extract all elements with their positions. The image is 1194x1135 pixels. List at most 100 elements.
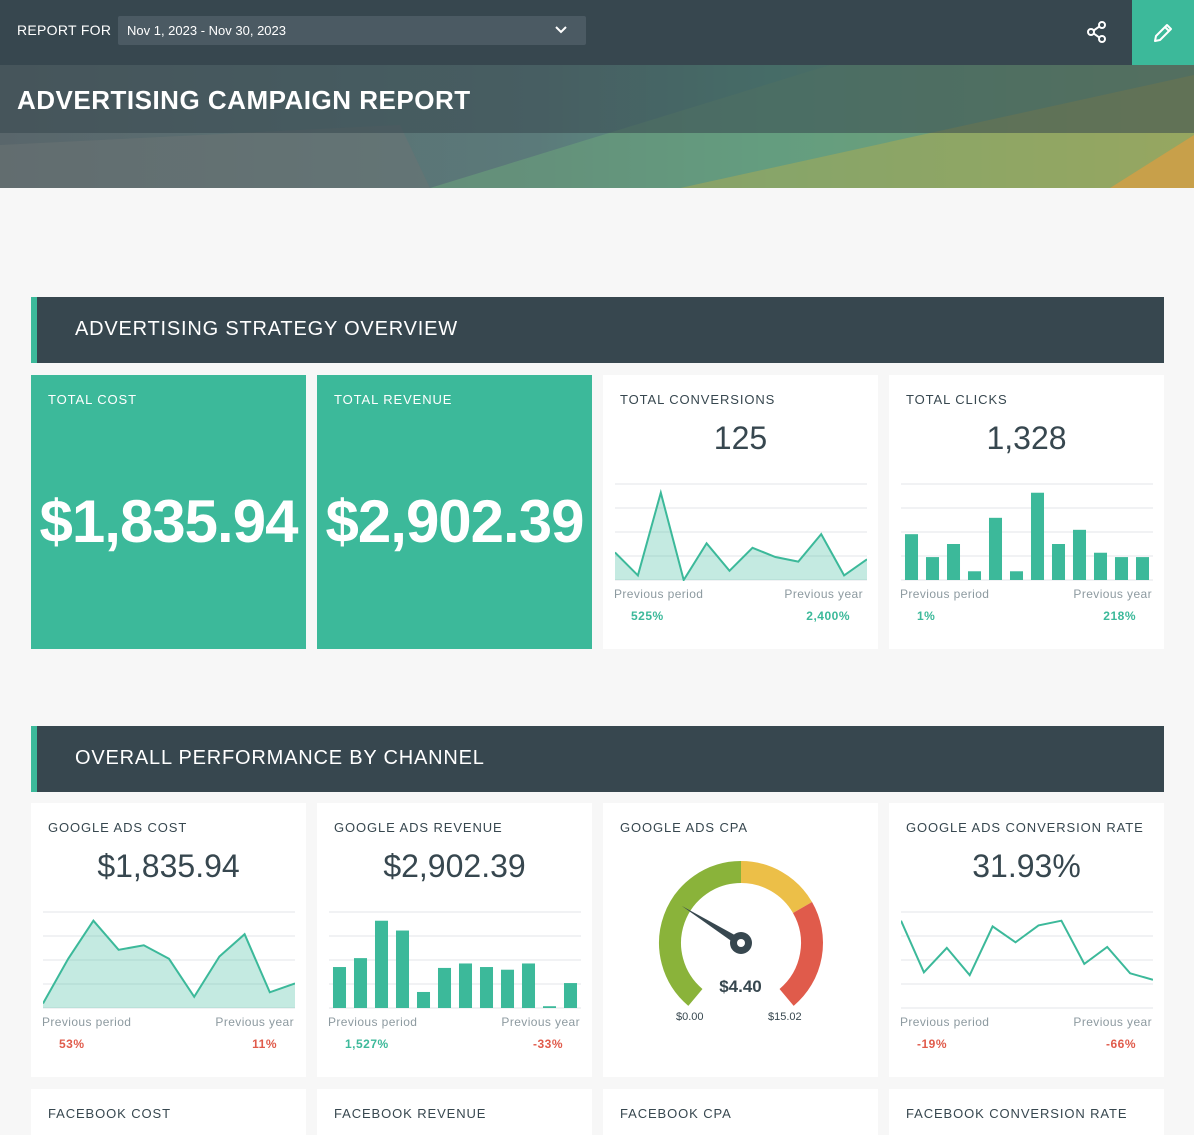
bar-0	[904, 534, 919, 580]
gauge-segment-green	[659, 861, 742, 1006]
report-banner: ADVERTISING CAMPAIGN REPORT	[0, 65, 1194, 188]
card-value: $1,835.94	[39, 488, 299, 555]
bar-3	[967, 571, 982, 580]
card-label: FACEBOOK REVENUE	[334, 1106, 487, 1121]
card-label: TOTAL COST	[48, 392, 137, 407]
bar-6	[1030, 492, 1045, 580]
bar-4	[416, 991, 431, 1008]
google-ads-cost-card[interactable]: GOOGLE ADS COST $1,835.94 Previous perio…	[31, 803, 306, 1077]
series-line	[43, 919, 295, 1004]
card-label: GOOGLE ADS CPA	[620, 820, 748, 835]
card-value: $1,835.94	[97, 848, 240, 884]
bar-11	[1135, 557, 1150, 580]
bar-8	[1072, 529, 1087, 580]
previous-period-label: Previous period	[42, 1015, 132, 1029]
card-value: $2,902.39	[325, 488, 585, 555]
gauge-hub-center	[737, 939, 745, 947]
series-line	[901, 919, 1153, 981]
google-ads-revenue-card[interactable]: GOOGLE ADS REVENUE $2,902.39 Previous pe…	[317, 803, 592, 1077]
card-value: 125	[713, 420, 768, 456]
card-label: GOOGLE ADS CONVERSION RATE	[906, 820, 1144, 835]
card-label: GOOGLE ADS COST	[48, 820, 188, 835]
facebook-cpa-card[interactable]: FACEBOOK CPA	[603, 1089, 878, 1135]
card-label: GOOGLE ADS REVENUE	[334, 820, 503, 835]
bar-2	[946, 544, 961, 580]
bar-9	[1093, 552, 1108, 580]
cpa-gauge	[659, 861, 823, 1006]
previous-period-label: Previous period	[900, 587, 990, 601]
gauge-needle	[681, 905, 744, 947]
previous-year-value: -66%	[1105, 1037, 1136, 1051]
edit-button[interactable]	[1132, 0, 1194, 65]
bar-11	[563, 983, 578, 1008]
previous-period-value: 1%	[917, 609, 936, 623]
total-clicks-card[interactable]: TOTAL CLICKS 1,328 Previous period Previ…	[889, 375, 1164, 649]
date-range-select[interactable]: Nov 1, 2023 - Nov 30, 2023	[118, 16, 586, 45]
bar-3	[395, 930, 410, 1008]
previous-year-label: Previous year	[1073, 1015, 1152, 1029]
bar-5	[1009, 571, 1024, 580]
google-ads-conversion-rate-card[interactable]: GOOGLE ADS CONVERSION RATE 31.93% Previo…	[889, 803, 1164, 1077]
conversions-area-chart	[615, 483, 867, 581]
section-header-by-channel: OVERALL PERFORMANCE BY CHANNEL	[31, 726, 1164, 792]
bar-5	[437, 967, 452, 1008]
previous-year-value: 2,400%	[806, 609, 850, 623]
previous-year-label: Previous year	[501, 1015, 580, 1029]
page-title: ADVERTISING CAMPAIGN REPORT	[17, 85, 471, 115]
gauge-max: $15.02	[768, 1011, 802, 1023]
card-value: 31.93%	[972, 848, 1081, 884]
series-area	[615, 492, 867, 580]
previous-period-value: 53%	[59, 1037, 85, 1051]
previous-period-value: -19%	[917, 1037, 948, 1051]
clicks-bar-chart	[901, 483, 1153, 581]
previous-period-value: 1,527%	[345, 1037, 389, 1051]
gauge-min: $0.00	[676, 1011, 704, 1023]
previous-year-label: Previous year	[784, 587, 863, 601]
total-revenue-card[interactable]: TOTAL REVENUE $2,902.39	[317, 375, 592, 649]
card-label: FACEBOOK CPA	[620, 1106, 732, 1121]
section-title: OVERALL PERFORMANCE BY CHANNEL	[75, 747, 485, 769]
previous-year-value: -33%	[532, 1037, 563, 1051]
card-label: FACEBOOK CONVERSION RATE	[906, 1106, 1128, 1121]
bar-9	[521, 963, 536, 1008]
card-value: 1,328	[986, 420, 1067, 456]
card-label: FACEBOOK COST	[48, 1106, 171, 1121]
previous-period-label: Previous period	[614, 587, 704, 601]
share-button[interactable]	[1076, 12, 1118, 52]
bar-7	[479, 967, 494, 1008]
total-conversions-card[interactable]: TOTAL CONVERSIONS 125 Previous period Pr…	[603, 375, 878, 649]
bar-7	[1051, 544, 1066, 580]
card-label: TOTAL REVENUE	[334, 392, 453, 407]
bar-6	[458, 963, 473, 1008]
top-bar: REPORT FOR Nov 1, 2023 - Nov 30, 2023	[0, 0, 1194, 65]
facebook-conversion-rate-card[interactable]: FACEBOOK CONVERSION RATE	[889, 1089, 1164, 1135]
total-cost-card[interactable]: TOTAL COST $1,835.94	[31, 375, 306, 649]
card-value: $2,902.39	[383, 848, 526, 884]
facebook-cost-card[interactable]: FACEBOOK COST	[31, 1089, 306, 1135]
chevron-down-icon	[554, 22, 568, 39]
bar-10	[1114, 557, 1129, 580]
previous-period-label: Previous period	[900, 1015, 990, 1029]
bar-8	[500, 969, 515, 1008]
bar-1	[925, 557, 940, 580]
google-ads-cpa-card[interactable]: GOOGLE ADS CPA $4.40 $0.00 $15.02	[603, 803, 878, 1077]
share-icon	[1087, 21, 1106, 43]
series-line	[615, 488, 867, 581]
facebook-revenue-card[interactable]: FACEBOOK REVENUE	[317, 1089, 592, 1135]
google-ads-cost-area-chart	[43, 911, 295, 1009]
previous-period-value: 525%	[631, 609, 664, 623]
google-ads-conversion-rate-line-chart	[901, 911, 1153, 1009]
card-label: TOTAL CLICKS	[906, 392, 1008, 407]
report-for-label: REPORT FOR	[17, 22, 112, 38]
previous-year-value: 11%	[252, 1037, 277, 1051]
gauge-segment-red	[779, 902, 823, 1006]
gauge-value: $4.40	[719, 977, 762, 996]
bar-1	[353, 958, 368, 1008]
bar-10	[542, 1006, 557, 1008]
series-area	[43, 920, 295, 1008]
previous-year-label: Previous year	[1073, 587, 1152, 601]
card-label: TOTAL CONVERSIONS	[620, 392, 776, 407]
google-ads-revenue-bar-chart	[329, 911, 581, 1009]
previous-period-label: Previous period	[328, 1015, 418, 1029]
bar-0	[332, 967, 347, 1008]
